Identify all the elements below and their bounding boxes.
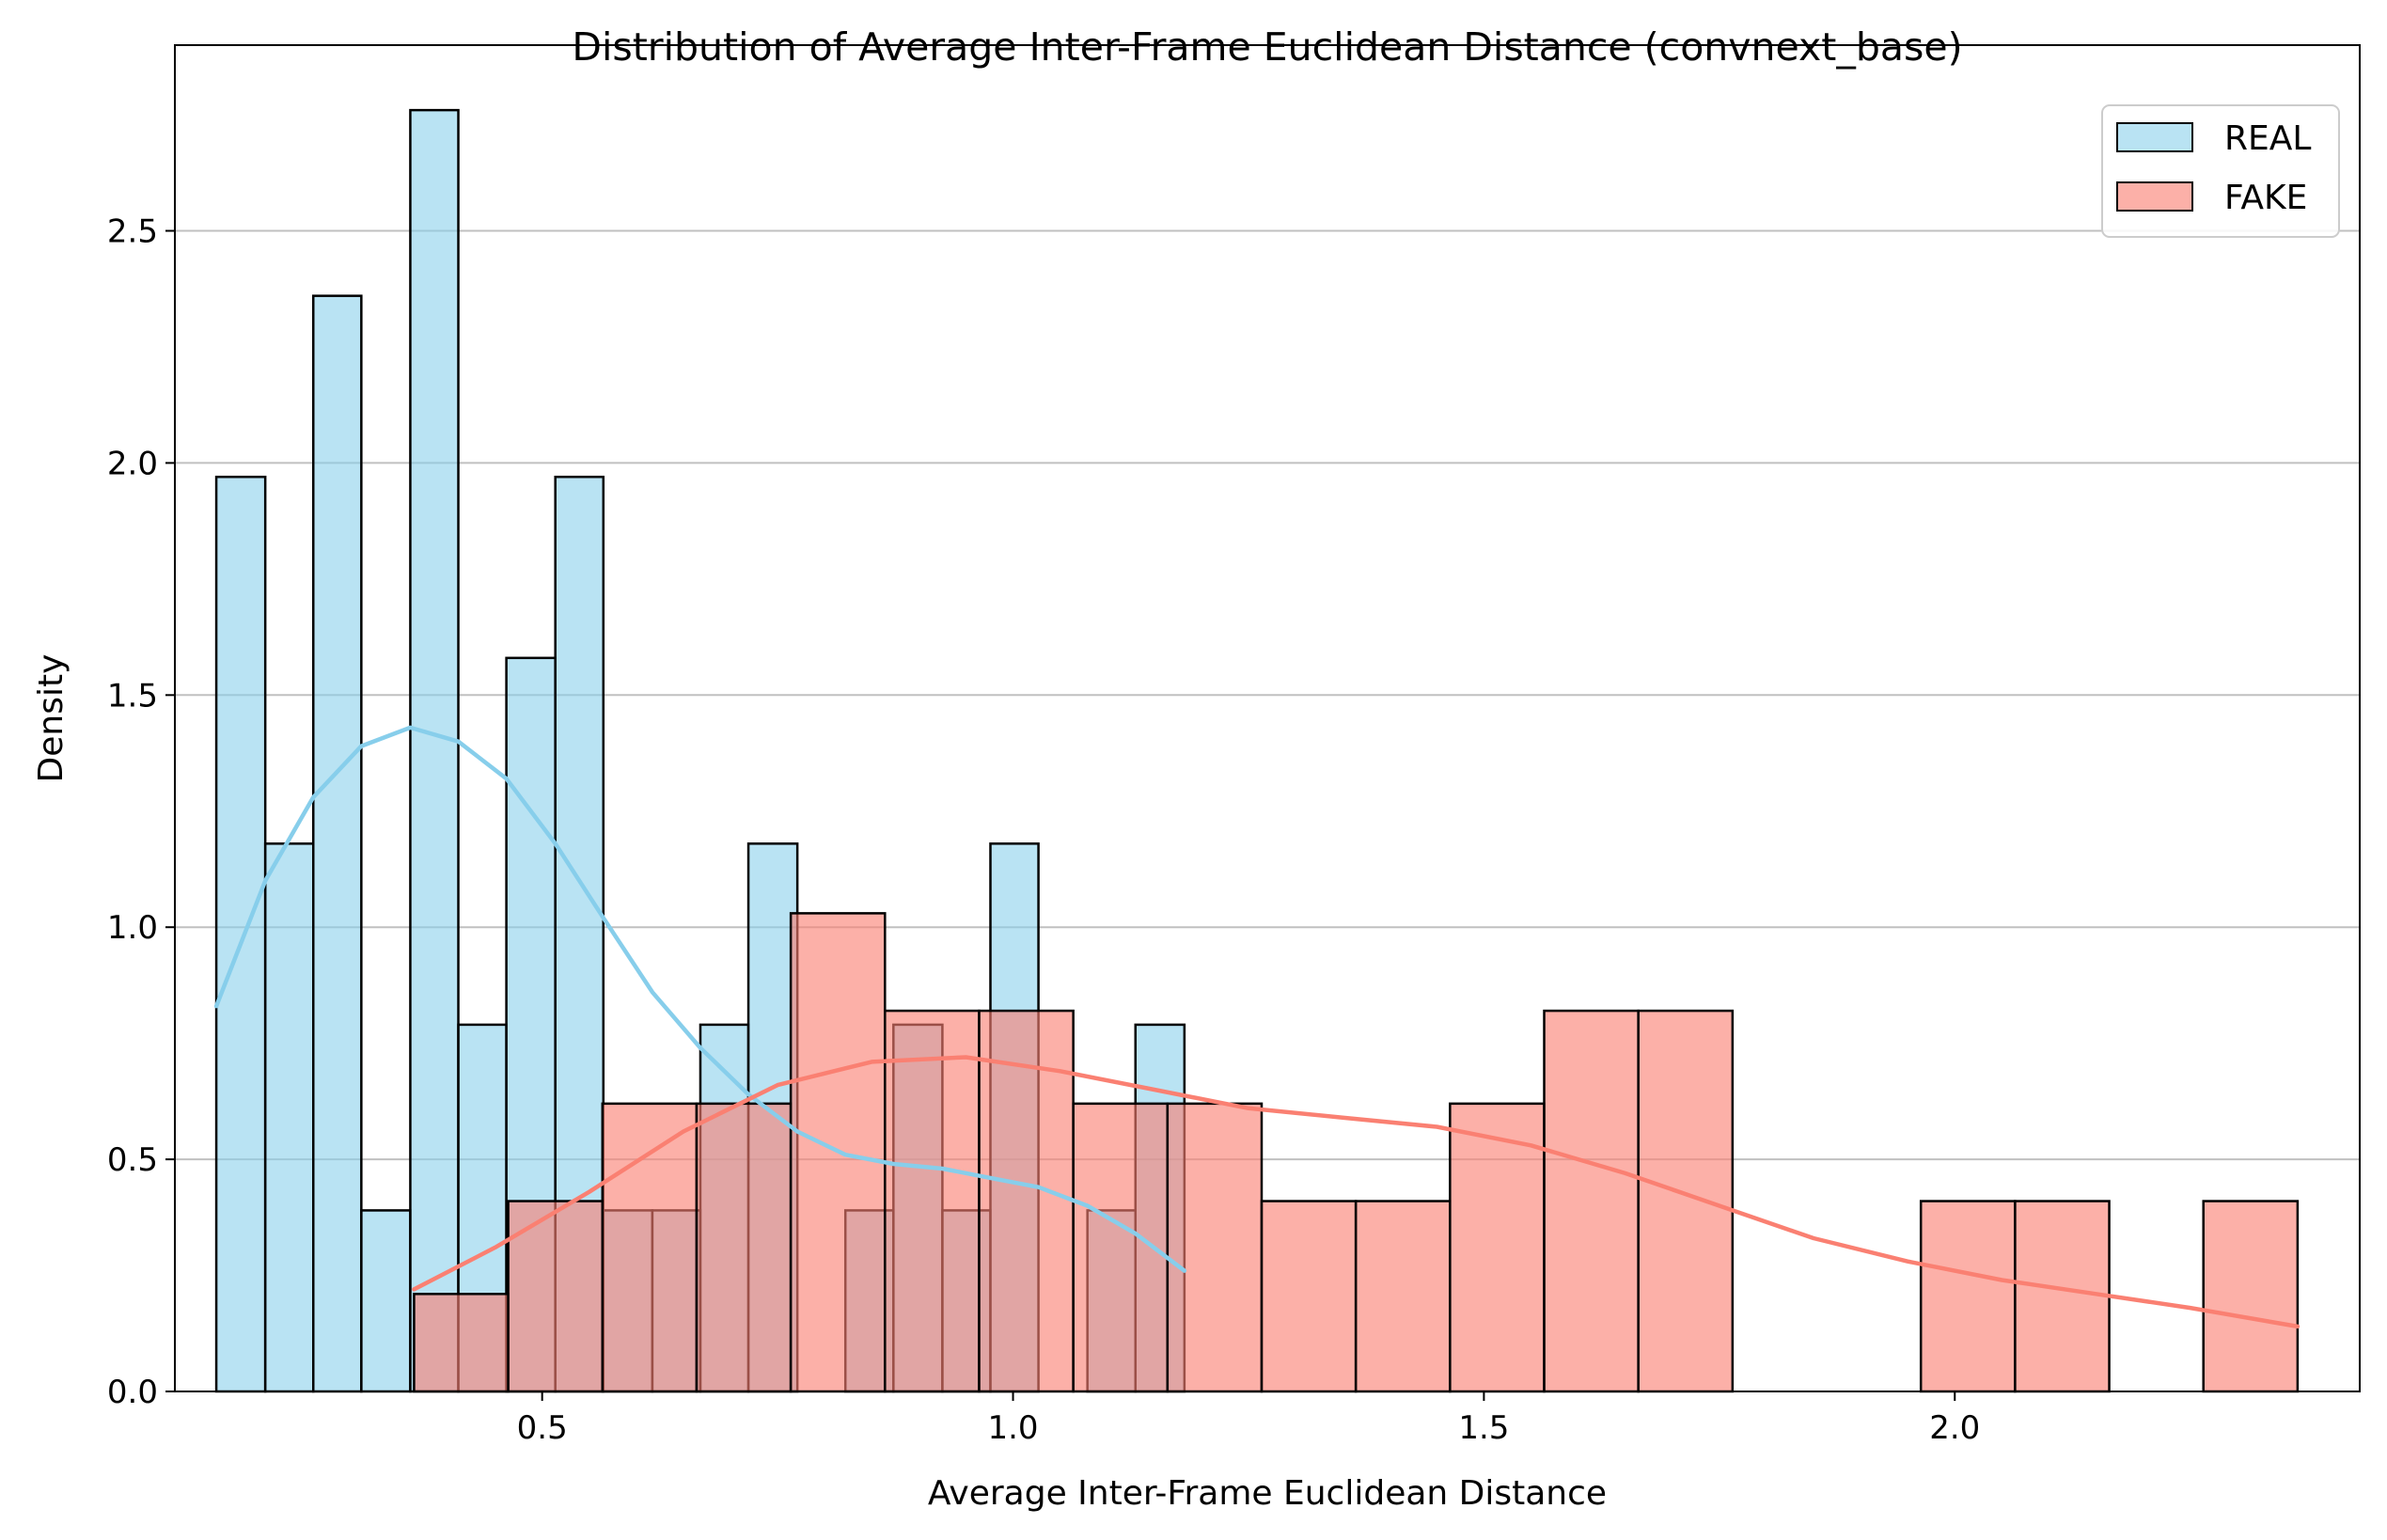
x-axis-label: Average Inter-Frame Euclidean Distance <box>928 1474 1607 1513</box>
y-tick-label: 0.0 <box>107 1374 158 1411</box>
real-histogram-bar <box>214 475 267 1393</box>
fake-histogram-bar <box>695 1102 793 1393</box>
x-tick-label: 2.0 <box>1929 1409 1980 1447</box>
legend-label-fake: FAKE <box>2224 179 2307 217</box>
real-histogram-bar <box>409 108 460 1393</box>
real-histogram-bar <box>263 842 315 1393</box>
axis-ticks: 0.0 0.5 1.0 1.5 2.0 2.5 0.5 1.0 1.5 2.0 <box>107 213 1980 1447</box>
fake-histogram-bar <box>884 1009 981 1393</box>
y-tick-label: 1.5 <box>107 677 158 715</box>
fake-histogram-bar <box>1637 1009 1735 1393</box>
fake-histogram-bar <box>1919 1200 2017 1393</box>
y-tick-label: 2.0 <box>107 445 158 482</box>
fake-histogram-bar <box>1260 1200 1358 1393</box>
fake-histogram-bar <box>601 1102 699 1393</box>
fake-histogram-bar <box>2202 1200 2300 1393</box>
fake-histogram-bar <box>1166 1102 1264 1393</box>
legend-label-real: REAL <box>2224 119 2311 158</box>
fake-histogram-bar <box>413 1293 510 1393</box>
y-tick-label: 2.5 <box>107 213 158 251</box>
real-histogram-bar <box>360 1209 412 1393</box>
kde-curves <box>213 725 2301 1329</box>
plot-frame <box>174 44 2361 1392</box>
real-kde-curve <box>213 725 1187 1273</box>
y-tick-label: 0.5 <box>107 1141 158 1179</box>
y-tick-label: 1.0 <box>107 909 158 947</box>
legend-swatch-real <box>2116 122 2193 152</box>
legend: REAL FAKE <box>2101 104 2340 238</box>
x-tick-label: 0.5 <box>517 1409 568 1447</box>
fake-histogram-bar <box>1543 1009 1640 1393</box>
fake-histogram-bar <box>978 1009 1075 1393</box>
real-histogram-bar <box>312 294 363 1393</box>
y-axis-label: Density <box>32 654 71 783</box>
x-tick-label: 1.0 <box>987 1409 1038 1447</box>
fake-histogram-bar <box>2014 1200 2111 1393</box>
fake-kde-curve <box>412 1055 2301 1329</box>
legend-swatch-fake <box>2116 181 2193 212</box>
chart-title: Distribution of Average Inter-Frame Eucl… <box>572 24 1962 70</box>
fake-histogram-bar <box>1354 1200 1452 1393</box>
x-tick-label: 1.5 <box>1458 1409 1509 1447</box>
